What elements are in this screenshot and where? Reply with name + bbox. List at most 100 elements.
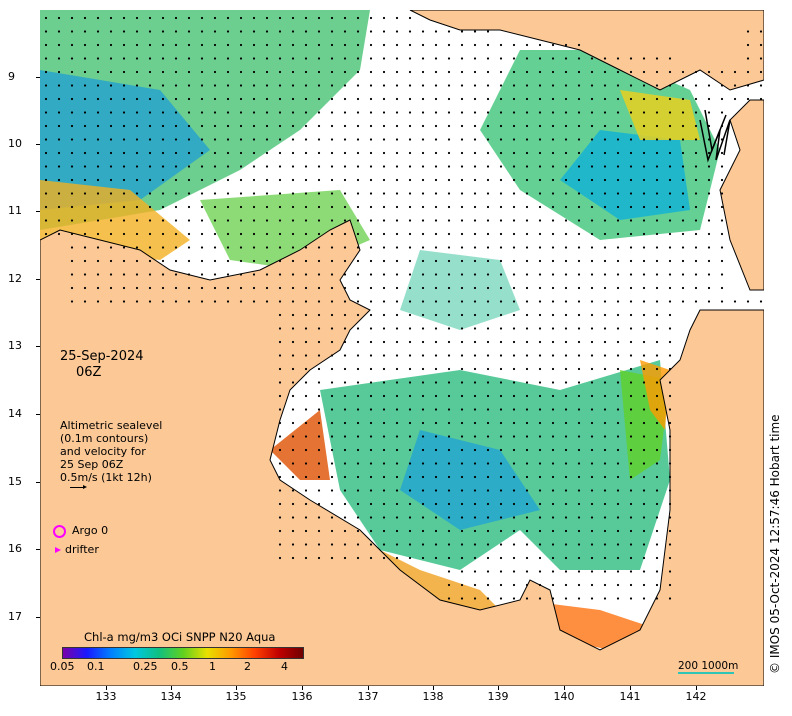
velocity-vector bbox=[226, 124, 230, 128]
velocity-vector bbox=[512, 219, 516, 222]
velocity-vector bbox=[291, 313, 295, 317]
velocity-vector bbox=[200, 138, 204, 141]
velocity-vector bbox=[525, 259, 529, 263]
velocity-vector bbox=[525, 340, 529, 344]
velocity-vector bbox=[681, 300, 685, 303]
velocity-vector bbox=[356, 543, 360, 546]
velocity-vector bbox=[304, 502, 308, 506]
velocity-vector bbox=[187, 300, 191, 303]
velocity-vector bbox=[213, 57, 217, 60]
velocity-vector bbox=[369, 475, 373, 479]
velocity-vector bbox=[642, 273, 646, 276]
velocity-vector bbox=[278, 70, 282, 74]
velocity-vector bbox=[759, 97, 763, 101]
velocity-vector bbox=[161, 219, 165, 222]
velocity-vector bbox=[317, 205, 321, 209]
velocity-vector bbox=[434, 421, 438, 425]
velocity-vector bbox=[135, 259, 139, 263]
velocity-vector bbox=[278, 313, 282, 317]
velocity-vector bbox=[655, 381, 659, 384]
velocity-vector bbox=[499, 232, 503, 236]
velocity-vector bbox=[629, 543, 633, 546]
velocity-vector bbox=[668, 219, 672, 222]
velocity-vector bbox=[421, 178, 425, 182]
velocity-vector bbox=[291, 57, 295, 60]
velocity-vector bbox=[486, 111, 490, 114]
velocity-vector bbox=[668, 111, 672, 114]
velocity-vector bbox=[187, 138, 191, 141]
velocity-vector bbox=[616, 448, 620, 452]
velocity-vector bbox=[577, 381, 581, 384]
velocity-vector bbox=[642, 448, 646, 452]
velocity-vector bbox=[499, 273, 503, 276]
velocity-vector bbox=[460, 516, 464, 519]
velocity-vector bbox=[187, 30, 191, 33]
velocity-vector bbox=[317, 84, 321, 87]
colorbar-tick-label: 0.25 bbox=[133, 660, 158, 673]
velocity-vector bbox=[499, 327, 503, 330]
velocity-vector bbox=[616, 421, 620, 425]
velocity-vector bbox=[681, 232, 685, 236]
velocity-vector bbox=[395, 529, 399, 533]
velocity-vector bbox=[603, 205, 607, 209]
velocity-vector bbox=[564, 570, 568, 573]
velocity-vector bbox=[239, 97, 243, 101]
velocity-vector bbox=[668, 57, 672, 60]
velocity-vector bbox=[174, 43, 178, 47]
velocity-vector bbox=[434, 448, 438, 452]
velocity-vector bbox=[343, 192, 347, 195]
velocity-vector bbox=[369, 124, 373, 128]
velocity-vector bbox=[226, 57, 230, 60]
velocity-vector bbox=[330, 205, 334, 209]
velocity-vector bbox=[226, 178, 230, 182]
velocity-vector bbox=[356, 178, 360, 182]
velocity-vector bbox=[538, 151, 542, 155]
velocity-vector bbox=[538, 597, 542, 600]
velocity-vector bbox=[434, 151, 438, 155]
velocity-vector bbox=[252, 286, 256, 290]
velocity-vector bbox=[239, 165, 243, 168]
velocity-vector bbox=[655, 354, 659, 357]
cape-york-peninsula bbox=[719, 99, 764, 291]
velocity-vector bbox=[629, 165, 633, 168]
velocity-vector bbox=[122, 246, 126, 249]
velocity-vector bbox=[343, 421, 347, 425]
velocity-vector bbox=[473, 408, 477, 411]
velocity-vector bbox=[434, 124, 438, 128]
velocity-vector bbox=[642, 151, 646, 155]
velocity-vector bbox=[291, 394, 295, 398]
velocity-vector bbox=[330, 543, 334, 546]
velocity-vector bbox=[70, 232, 74, 236]
velocity-vector bbox=[96, 138, 100, 141]
velocity-vector bbox=[278, 165, 282, 168]
velocity-vector bbox=[460, 84, 464, 87]
date-label: 25-Sep-2024 bbox=[60, 349, 144, 364]
velocity-vector bbox=[447, 246, 451, 249]
velocity-vector bbox=[551, 543, 555, 546]
velocity-vector bbox=[447, 165, 451, 168]
velocity-vector bbox=[278, 43, 282, 47]
velocity-vector bbox=[200, 219, 204, 222]
velocity-vector bbox=[369, 178, 373, 182]
velocity-vector bbox=[57, 192, 61, 195]
velocity-vector bbox=[616, 259, 620, 263]
velocity-vector bbox=[382, 259, 386, 263]
velocity-vector bbox=[239, 192, 243, 195]
velocity-vector bbox=[408, 205, 412, 209]
velocity-vector bbox=[473, 516, 477, 519]
velocity-vector bbox=[616, 97, 620, 101]
velocity-vector bbox=[551, 354, 555, 357]
velocity-vector bbox=[421, 84, 425, 87]
velocity-vector bbox=[187, 43, 191, 47]
velocity-vector bbox=[200, 30, 204, 33]
velocity-vector bbox=[460, 462, 464, 465]
velocity-vector bbox=[629, 421, 633, 425]
velocity-vector bbox=[629, 408, 633, 411]
velocity-vector bbox=[213, 192, 217, 195]
velocity-vector bbox=[447, 421, 451, 425]
velocity-vector bbox=[70, 57, 74, 60]
velocity-vector bbox=[499, 205, 503, 209]
velocity-vector bbox=[265, 111, 269, 114]
velocity-vector bbox=[200, 192, 204, 195]
velocity-vector bbox=[564, 313, 568, 317]
